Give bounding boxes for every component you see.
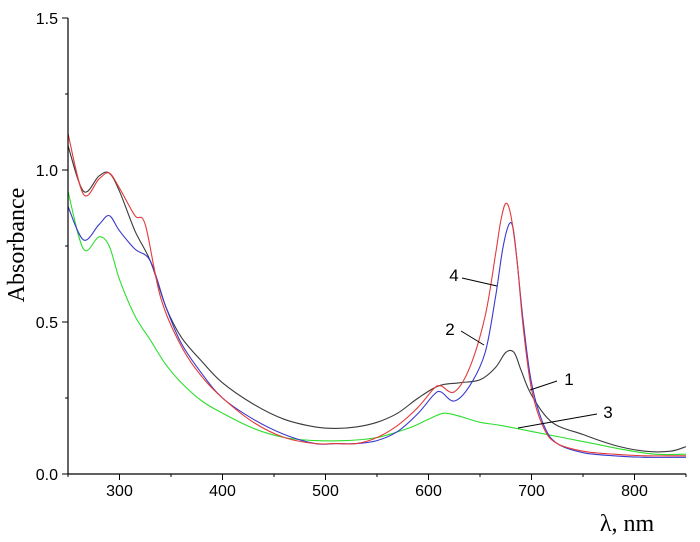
x-tick-label: 300 xyxy=(106,483,133,500)
y-tick-label: 1.0 xyxy=(36,163,58,180)
y-tick-label: 0.5 xyxy=(36,315,58,332)
x-tick-label: 700 xyxy=(518,483,545,500)
x-axis-title: λ, nm xyxy=(600,511,655,537)
series-line-4 xyxy=(67,133,687,457)
x-tick-label: 400 xyxy=(209,483,236,500)
curve-label-1: 1 xyxy=(564,370,573,389)
ticks: 300 400 500 600 700 800 0.0 0.5 1.0 1.5 xyxy=(36,11,687,500)
leader-line-3 xyxy=(517,413,598,429)
leader-line-4 xyxy=(461,277,498,287)
curve-label-leaders xyxy=(460,277,598,429)
leader-line-2 xyxy=(460,330,485,346)
x-tick-label: 500 xyxy=(312,483,339,500)
series-line-1 xyxy=(67,145,687,453)
series-line-2 xyxy=(67,206,687,458)
y-axis-title: Absorbance xyxy=(4,188,30,303)
curve-label-2: 2 xyxy=(445,320,454,339)
axes xyxy=(67,18,686,475)
leader-line-1 xyxy=(529,380,558,391)
y-tick-label: 0.0 xyxy=(36,467,58,484)
y-tick-label: 1.5 xyxy=(36,11,58,28)
x-tick-label: 800 xyxy=(621,483,648,500)
curves-layer xyxy=(67,133,687,458)
curve-label-3: 3 xyxy=(603,403,612,422)
curve-label-4: 4 xyxy=(449,266,458,285)
x-tick-label: 600 xyxy=(415,483,442,500)
